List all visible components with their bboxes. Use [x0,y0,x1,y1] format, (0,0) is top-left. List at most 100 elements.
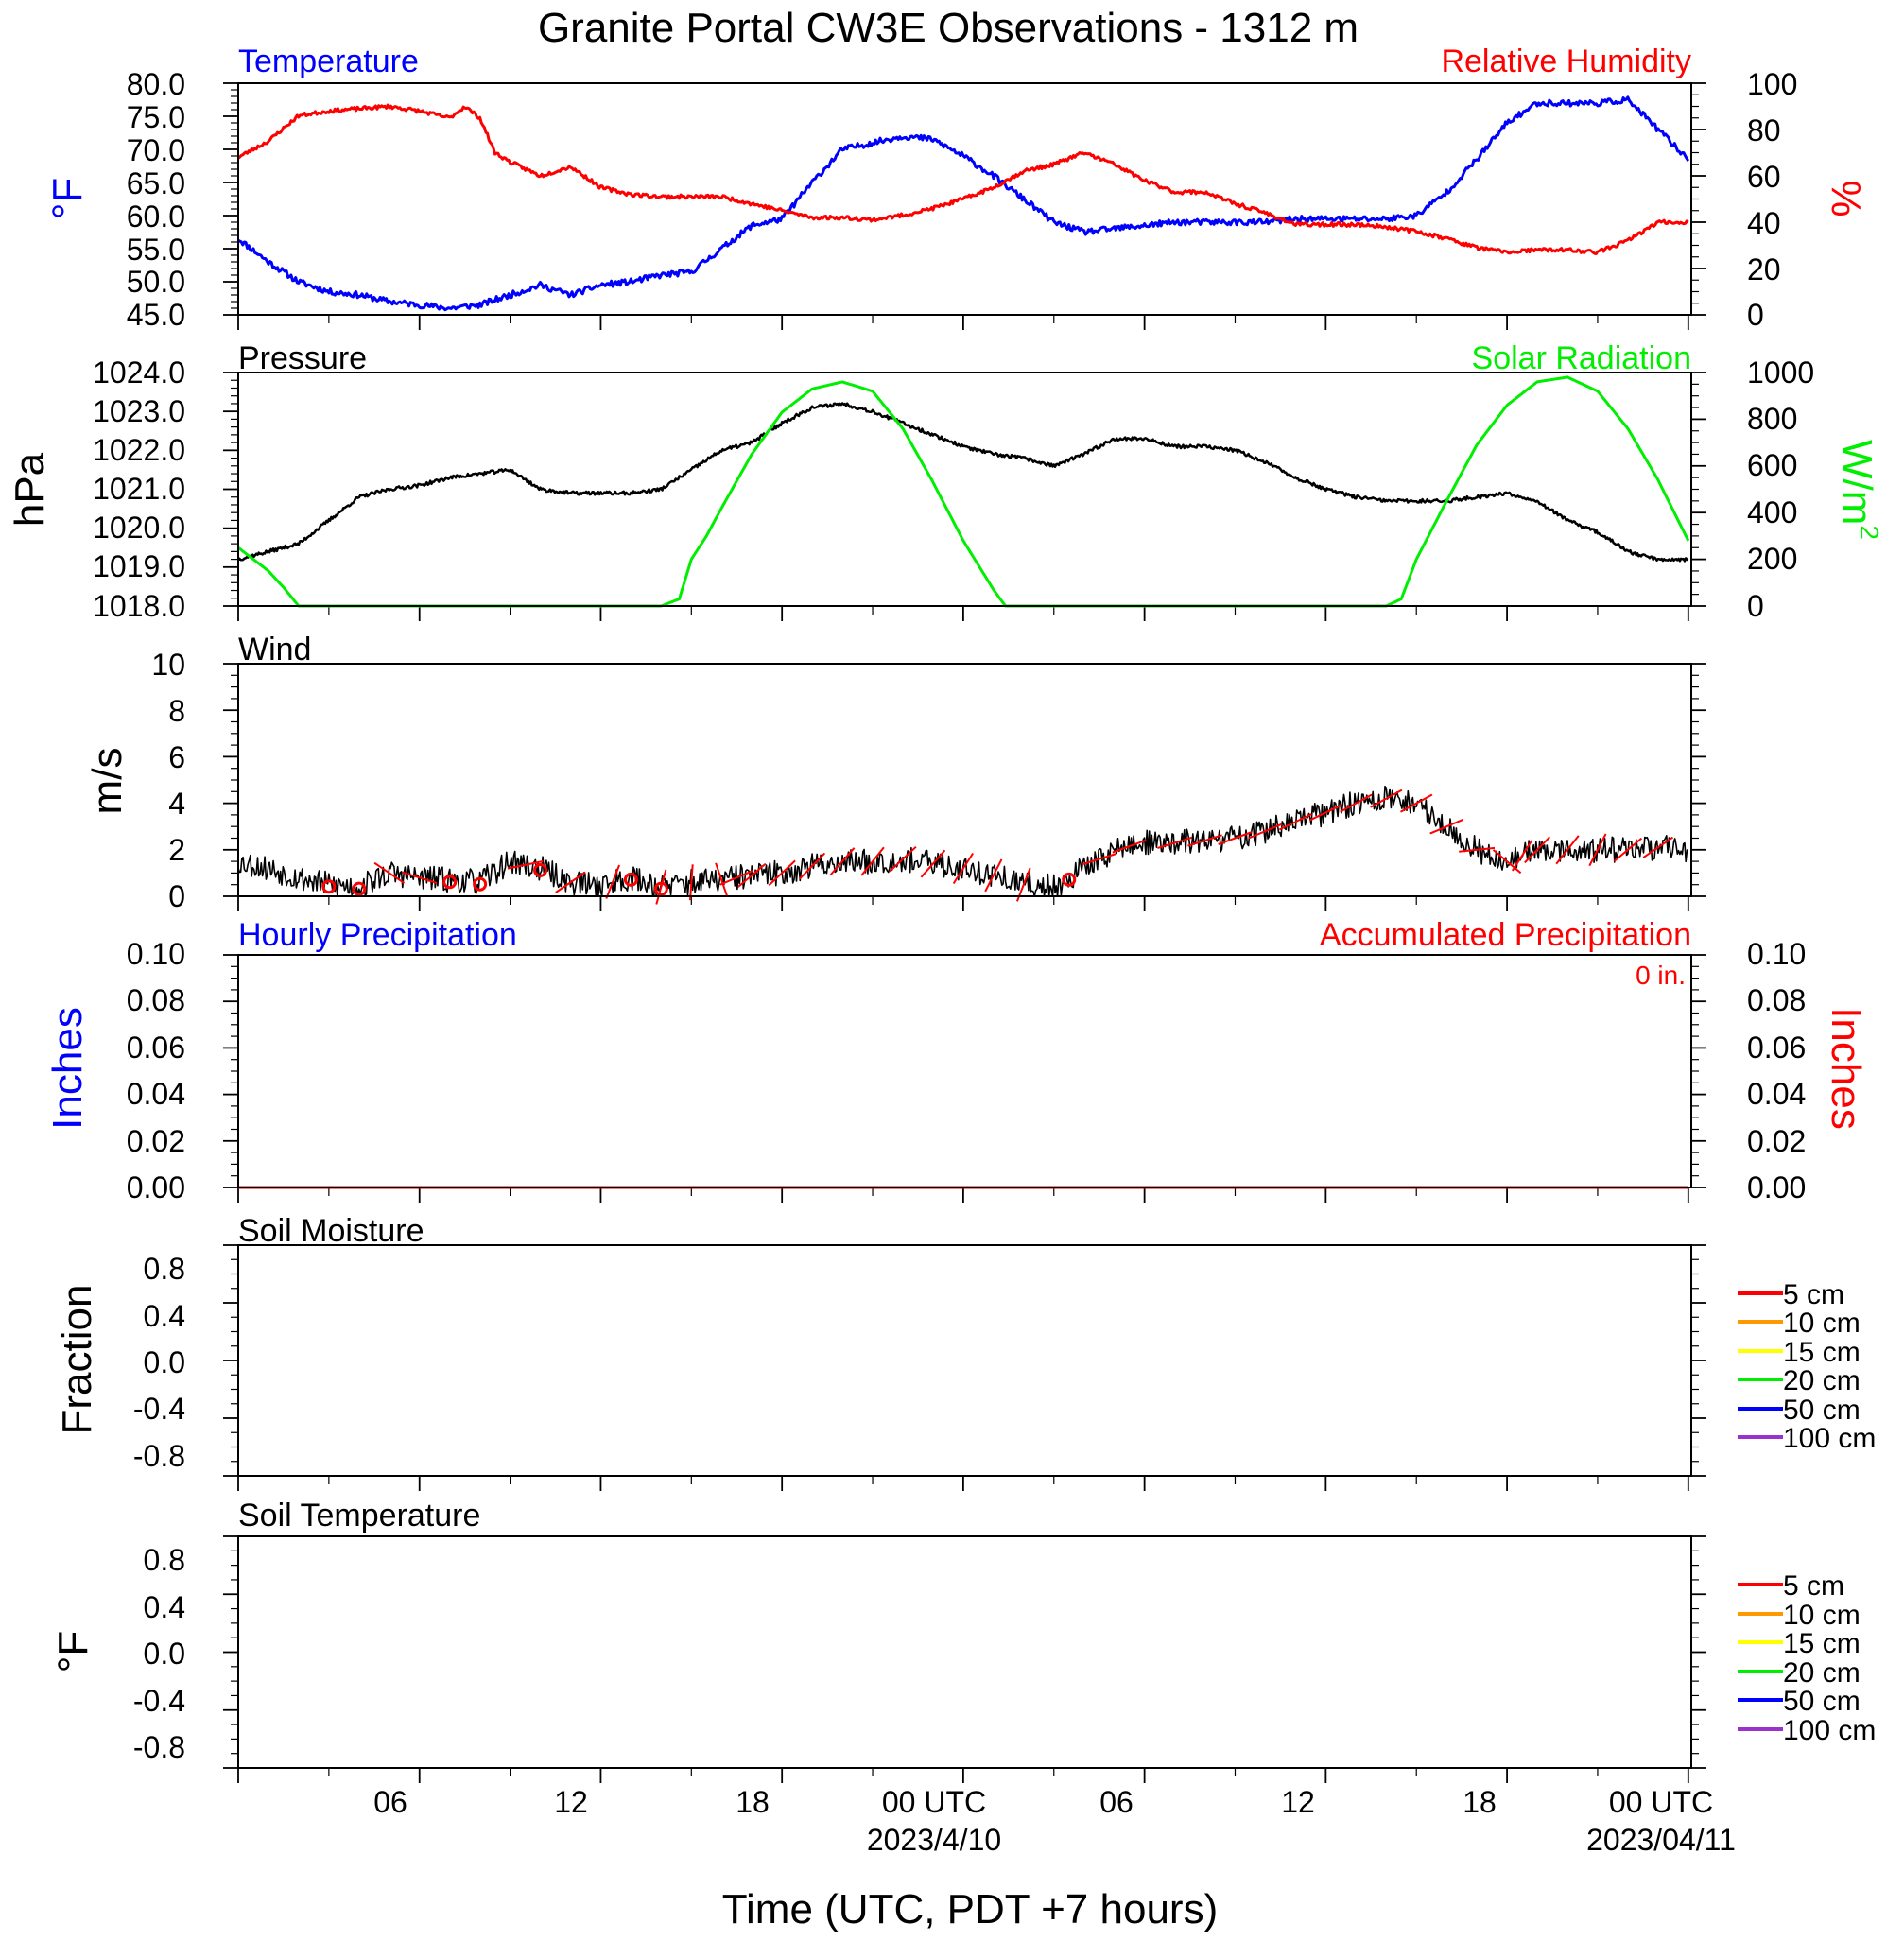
wind-barb [1400,793,1433,813]
humidity-tick-label: 60 [1747,160,1781,194]
wind-barb [920,849,946,878]
solar-ylabel-sup: 2 [1855,525,1884,540]
time-tick-date: 2023/04/11 [1586,1823,1736,1857]
humidity-tick-label: 100 [1747,67,1797,101]
precip-right-tick-label: 0.06 [1747,1031,1806,1065]
calm-wind-circle [533,862,548,877]
soil-temperature-axis-ticks [223,1535,1706,1783]
soil-moisture-axis-ticks [223,1244,1706,1491]
time-tick-label: 00 UTC [882,1785,986,1819]
wind-barb [1370,789,1403,808]
soil-moisture-tick-label: 0.4 [144,1299,185,1333]
time-tick-label: 06 [373,1785,407,1819]
legend-label-20cm: 20 cm [1783,1365,1861,1396]
panel-precip: Hourly Precipitation Accumulated Precipi… [44,917,1869,1204]
pressure-tick-label: 1018.0 [93,589,185,623]
soil-moisture-ylabel: Fraction [54,1285,100,1435]
wind-axis-ticks [223,663,1706,911]
wind-barb [507,860,544,870]
precip-right-tick-labels: 0.10 0.08 0.06 0.04 0.02 0.00 [1747,937,1806,1204]
precip-plot-frame [237,954,1692,1188]
pressure-plot-frame [237,372,1692,607]
temperature-tick-label: 60.0 [127,199,185,234]
wind-tick-label: 6 [168,740,185,774]
temperature-series-line [237,95,1690,312]
calm-wind-circle [473,876,488,892]
soil-temperature-title: Soil Temperature [238,1498,480,1534]
legend-label-20cm: 20 cm [1783,1657,1861,1689]
soil-temperature-tick-label: -0.4 [133,1684,185,1718]
panel-pressure: Pressure Solar Radiation hPa W/m2 1024.0… [7,340,1884,623]
pressure-ylabel: hPa [7,452,53,527]
wind-barb [1187,834,1222,847]
humidity-tick-label: 0 [1747,298,1764,332]
precip-axis-ticks [223,954,1706,1203]
wind-barb [1588,833,1607,867]
precip-right-tick-label: 0.08 [1747,983,1806,1017]
wind-tick-label: 4 [168,787,185,821]
wind-tick-label: 8 [168,694,185,728]
wind-tick-label: 2 [168,833,185,867]
wind-ylabel: m/s [84,748,130,815]
soil-moisture-tick-label: 0.8 [144,1252,185,1286]
temperature-tick-label: 45.0 [127,298,185,332]
temperature-tick-label: 55.0 [127,233,185,267]
solar-tick-label: 800 [1747,402,1797,436]
soil-temperature-legend: 5 cm 10 cm 15 cm 20 cm 50 cm 100 cm [1738,1570,1876,1746]
legend-label-5cm: 5 cm [1783,1570,1844,1602]
soil-moisture-left-tick-labels: 0.8 0.4 0.0 -0.4 -0.8 [133,1252,185,1473]
solar-tick-label: 1000 [1747,355,1814,390]
wind-barb [1112,839,1147,854]
legend-label-10cm: 10 cm [1783,1308,1861,1339]
humidity-right-tick-labels: 100 80 60 40 20 0 [1747,67,1797,332]
temperature-tick-label: 75.0 [127,100,185,134]
wind-barb [1248,823,1283,840]
solar-ylabel: W/m2 [1834,440,1884,540]
wind-plot-frame [237,663,1692,897]
wind-barb [1492,849,1522,875]
wind-barb [555,871,586,893]
time-tick-label: 18 [1463,1785,1497,1819]
solar-tick-label: 200 [1747,542,1797,576]
temperature-tick-label: 80.0 [127,67,185,101]
legend-label-50cm: 50 cm [1783,1395,1861,1426]
pressure-series-line [237,402,1689,563]
precip-tick-label: 0.06 [127,1031,185,1065]
solar-tick-label: 0 [1747,589,1764,623]
pressure-tick-label: 1021.0 [93,472,185,506]
pressure-tick-label: 1019.0 [93,549,185,583]
wind-tick-label: 10 [151,648,185,682]
solar-tick-label: 400 [1747,495,1797,529]
wind-barb [373,861,406,884]
wind-barb [737,862,767,888]
panel-wind: Wind m/s 10 8 6 4 2 0 [84,632,1706,913]
calm-wind-circle [623,872,638,887]
panel-soil-moisture: Soil Moisture Fraction 0.8 0.4 0.0 -0.4 … [54,1213,1876,1491]
wind-barb [799,852,826,880]
wind-barb [402,871,438,884]
wind-barb [1308,804,1342,822]
pressure-left-tick-labels: 1024.0 1023.0 1022.0 1021.0 1020.0 1019.… [93,355,185,623]
chart-title: Granite Portal CW3E Observations - 1312 … [538,5,1359,51]
legend-label-100cm: 100 cm [1783,1423,1876,1454]
pressure-tick-label: 1024.0 [93,355,185,390]
temperature-tick-label: 50.0 [127,265,185,299]
humidity-panel-title: Relative Humidity [1441,43,1691,79]
wind-barb [952,852,975,885]
wind-barb [1555,835,1580,865]
soil-temperature-ylabel: °F [50,1631,96,1672]
precip-tick-label: 0.02 [127,1124,185,1158]
wind-barb [1157,836,1192,849]
wind-panel-title: Wind [238,632,311,667]
humidity-ylabel: % [1823,180,1869,217]
calm-wind-circle [352,881,367,896]
soil-temperature-plot-frame [237,1535,1692,1769]
precip-right-tick-label: 0.04 [1747,1077,1806,1111]
solar-series-line [237,375,1690,608]
wind-barb [689,864,694,901]
humidity-tick-label: 80 [1747,113,1781,147]
wind-barb [1429,818,1464,835]
time-tick-label: 18 [736,1785,770,1819]
wind-barb [605,864,621,899]
